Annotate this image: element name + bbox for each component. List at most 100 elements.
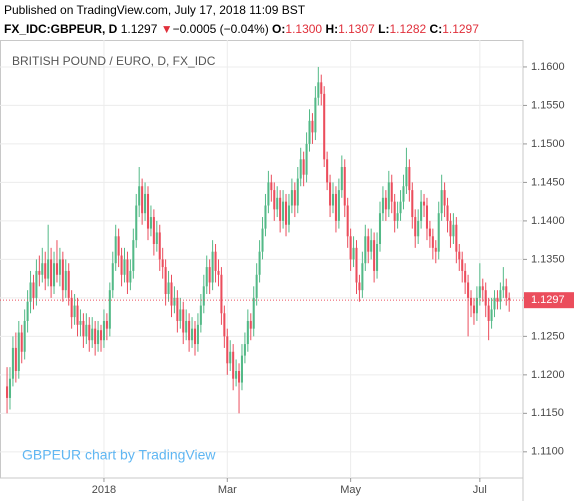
candle-body — [50, 259, 53, 287]
candle-body — [381, 197, 384, 214]
candle-body — [311, 120, 314, 133]
candle-body — [261, 228, 264, 252]
candle-body — [85, 324, 88, 337]
candle-body — [496, 297, 499, 302]
candle-body — [167, 282, 170, 295]
price: 1.1297 — [120, 22, 158, 36]
candle-body — [334, 193, 337, 221]
candle-body — [393, 201, 396, 221]
candle-body — [243, 344, 246, 356]
candle-body — [499, 290, 502, 302]
candle-body — [376, 243, 379, 271]
candle-body — [129, 270, 132, 283]
y-tick-label: 1.1100 — [531, 446, 564, 458]
candle-body — [70, 297, 73, 318]
candle-body — [405, 167, 408, 187]
candle-body — [229, 351, 232, 364]
candle-body — [373, 240, 376, 271]
candle-body — [102, 320, 105, 341]
candle-body — [296, 178, 299, 206]
candle-body — [446, 205, 449, 221]
candle-body — [205, 267, 208, 287]
candle-body — [396, 213, 399, 221]
candle-body — [425, 205, 429, 229]
candle-body — [505, 286, 508, 298]
high: 1.1307 — [338, 22, 375, 36]
candle-body — [314, 97, 317, 133]
candle-body — [390, 182, 393, 202]
candle-body — [170, 282, 173, 306]
candle-body — [326, 159, 329, 183]
candle-body — [240, 355, 243, 383]
h-label: H: — [325, 22, 339, 36]
candle-body — [411, 190, 414, 218]
candle-body — [299, 159, 302, 179]
candle-body — [437, 213, 440, 252]
candle-body — [340, 167, 343, 191]
candle-body — [67, 270, 70, 298]
candle-body — [44, 263, 47, 279]
candle-body — [329, 182, 332, 206]
candle-body — [76, 305, 79, 325]
close: 1.1297 — [442, 22, 479, 36]
candle-body — [467, 282, 470, 298]
candle-body — [211, 251, 214, 283]
y-tick-label: 1.1350 — [531, 253, 565, 265]
candle-body — [223, 313, 226, 337]
candle-body — [23, 320, 26, 352]
candle-body — [82, 320, 85, 337]
candle-body — [202, 286, 205, 306]
candle-body — [352, 247, 355, 260]
candle-body — [158, 232, 161, 260]
candle-body — [232, 351, 235, 379]
candle-body — [94, 328, 97, 345]
candle-body — [317, 82, 320, 98]
candle-body — [364, 236, 367, 264]
candle-body — [443, 190, 446, 206]
candle-body — [88, 324, 91, 341]
candle-body — [408, 167, 411, 191]
candle-body — [276, 197, 279, 210]
candle-body — [135, 205, 138, 241]
candle-body — [449, 220, 452, 237]
candle-body — [361, 263, 364, 291]
candle-body — [431, 236, 434, 248]
candle-body — [384, 197, 387, 210]
candle-body — [208, 267, 211, 283]
candle-body — [176, 297, 179, 321]
candle-body — [53, 263, 56, 287]
candle-body — [17, 332, 20, 372]
candle-body — [29, 282, 32, 302]
candle-body — [293, 190, 296, 206]
candle-body — [173, 297, 176, 306]
candle-body — [185, 320, 188, 333]
candle-body — [79, 320, 82, 325]
candle-body — [105, 320, 108, 329]
last-price-label: 1.1297 — [531, 294, 565, 306]
candle-body — [308, 120, 311, 144]
candle-body — [358, 282, 361, 291]
y-tick-label: 1.1550 — [531, 99, 565, 111]
candle-body — [464, 270, 467, 283]
candle-body — [349, 236, 352, 260]
candle-body — [32, 282, 35, 298]
candle-body — [252, 297, 255, 329]
x-tick-label: May — [340, 484, 361, 496]
open: 1.1300 — [285, 22, 323, 36]
candle-body — [55, 263, 58, 275]
candle-body — [97, 330, 100, 345]
candle-body — [423, 201, 426, 206]
candle-body — [331, 193, 335, 206]
candle-body — [179, 309, 182, 321]
candle-body — [99, 330, 103, 341]
header: Published on TradingView.com, July 17, 2… — [0, 0, 574, 40]
candle-body — [305, 143, 308, 175]
candle-body — [138, 186, 141, 206]
candle-body — [117, 236, 120, 256]
candle-body — [26, 301, 29, 321]
candle-body — [302, 159, 305, 175]
chart-title: BRITISH POUND / EURO, D, FX_IDC — [12, 54, 216, 68]
y-tick-label: 1.1500 — [531, 138, 565, 150]
o-label: O: — [272, 22, 286, 36]
